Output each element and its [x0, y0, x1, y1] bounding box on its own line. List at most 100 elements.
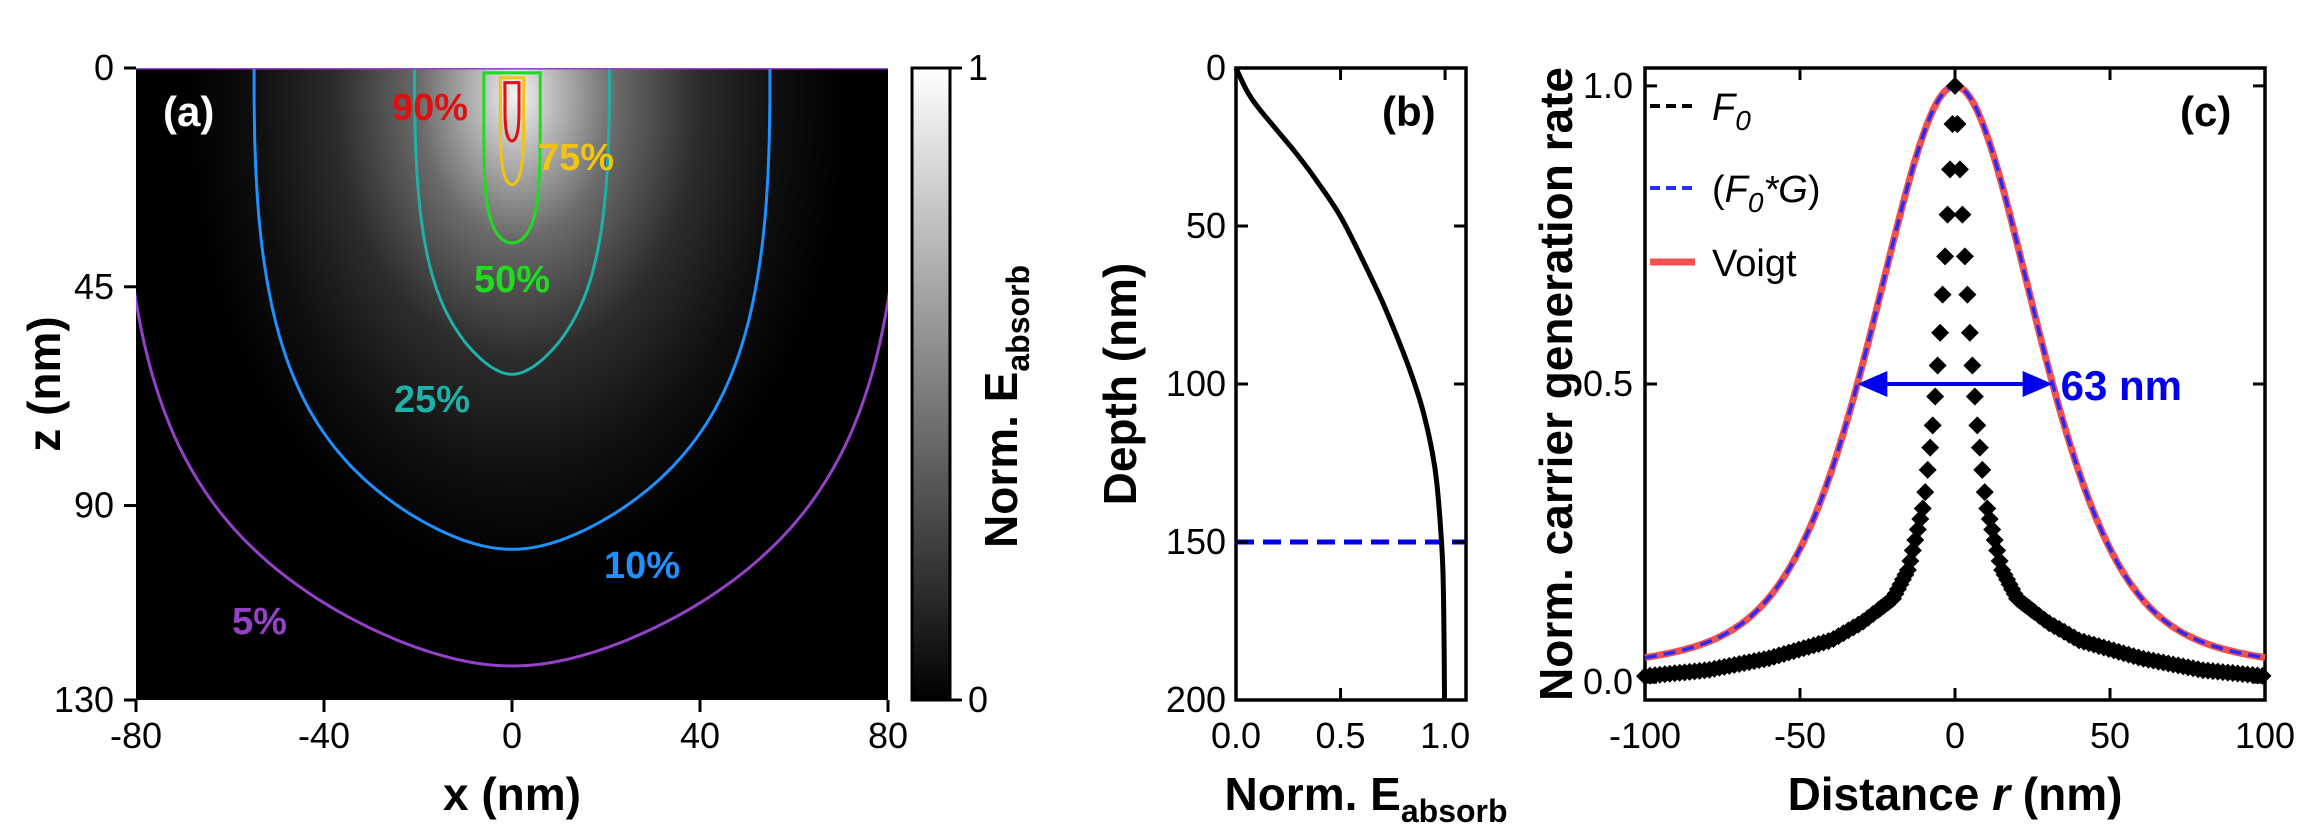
panel-b-ylabel: Depth (nm): [1094, 263, 1146, 506]
f0-diamond-marker: [1936, 247, 1955, 266]
svg-text:(F0*G): (F0*G): [1712, 169, 1820, 218]
panel-a-ytick-label: 90: [74, 485, 114, 526]
contour-label-90pct: 90%: [392, 87, 468, 129]
panel-b-xtick-label: 0.0: [1211, 715, 1261, 756]
svg-text:F0: F0: [1712, 87, 1751, 136]
panel-a-ticks: -80 -40 0 40 80 0 45 90 130: [54, 47, 908, 756]
f0-diamond-marker: [1938, 205, 1957, 224]
panel-c-label: (c): [2180, 88, 2231, 135]
f0-diamond-marker: [1913, 499, 1932, 518]
panel-c-xtick-label: 100: [2235, 715, 2295, 756]
panel-b-ytick-label: 200: [1166, 679, 1226, 720]
f0-diamond-marker: [1970, 438, 1989, 457]
legend-f0-main: F: [1712, 87, 1737, 129]
panel-a-xtick-label: 0: [502, 715, 522, 756]
panel-a-xtick-label: -40: [298, 715, 350, 756]
colorbar-min-label: 0: [968, 679, 988, 720]
f0-diamond-marker: [1918, 460, 1937, 479]
panel-b-xlabel: Norm. Eabsorb: [1224, 768, 1507, 829]
f0-diamond-marker: [1968, 416, 1987, 435]
contour-label-10pct: 10%: [604, 545, 680, 587]
f0-diamond-marker: [1926, 387, 1945, 406]
f0-diamond-marker: [1963, 356, 1982, 375]
f0-diamond-marker: [1941, 160, 1960, 179]
contour-label-25pct: 25%: [394, 379, 470, 421]
panel-c: 63 nm (c) -100 -50 0 50 100 0.0 0.5 1.0 Distanc…: [1530, 65, 2295, 820]
panel-c-xtick-label: 50: [2090, 715, 2130, 756]
colorbar-max-label: 1: [968, 47, 988, 88]
panel-a-xlabel: x (nm): [443, 768, 581, 820]
colorbar: [910, 66, 952, 702]
f0-diamond-marker: [1931, 323, 1950, 342]
panel-b-frame: [1234, 66, 1468, 702]
panel-c-ytick-label: 0.5: [1583, 363, 1633, 404]
f0-diamond-marker: [1965, 387, 1984, 406]
legend: F0 (F0*G) Voigt: [1650, 87, 1820, 285]
panel-a-label: (a): [163, 88, 214, 135]
panel-a-ytick-label: 130: [54, 679, 114, 720]
panel-c-ytick-label: 0.0: [1583, 661, 1633, 702]
panel-b-xtick-label: 1.0: [1420, 715, 1470, 756]
legend-conv-g: *G: [1763, 169, 1807, 211]
contour-lines: [136, 68, 888, 668]
legend-conv-sub: 0: [1748, 187, 1764, 218]
panel-c-ylabel: Norm. carrier generation rate: [1530, 67, 1582, 701]
f0-data-points: [1636, 76, 2272, 686]
fwhm-arrow: [1857, 371, 2053, 397]
f0-diamond-marker: [1975, 483, 1994, 502]
legend-entry-f0: F0: [1650, 87, 1751, 136]
contour-10pct: [252, 68, 772, 551]
legend-entry-convolution: (F0*G): [1650, 169, 1820, 218]
panel-a-ytick-label: 0: [94, 47, 114, 88]
panel-b-ytick-label: 100: [1166, 363, 1226, 404]
contour-labels: 90% 75% 50% 25% 10% 5%: [232, 87, 680, 643]
panel-c-xtick-label: -50: [1774, 715, 1826, 756]
f0-diamond-marker: [1960, 323, 1979, 342]
contour-90pct: [503, 81, 521, 143]
contour-label-5pct: 5%: [232, 601, 287, 643]
f0-diamond-marker: [1953, 205, 1972, 224]
legend-entry-voigt: Voigt: [1650, 243, 1797, 285]
fwhm-label: 63 nm: [2061, 362, 2182, 409]
f0-diamond-marker: [1923, 416, 1942, 435]
contour-label-50pct: 50%: [474, 259, 550, 301]
panel-b-label: (b): [1382, 88, 1436, 135]
panel-a: 90% 75% 50% 25% 10% 5% (a) -80 -40 0 40 80 0 45 90 13…: [18, 47, 1036, 820]
f0-diamond-marker: [1950, 160, 1969, 179]
panel-b-ticks: 0.0 0.5 1.0 0 50 100 150 200: [1166, 47, 1470, 756]
absorption-profile-line: [1233, 66, 1447, 701]
panel-a-xtick-label: 80: [868, 715, 908, 756]
f0-diamond-marker: [2253, 666, 2272, 685]
f0-diamond-marker: [1973, 460, 1992, 479]
panel-c-xtick-label: 0: [1945, 715, 1965, 756]
panel-c-xtick-label: -100: [1609, 715, 1681, 756]
panel-a-xtick-label: -80: [110, 715, 162, 756]
f0-diamond-marker: [1958, 285, 1977, 304]
f0-diamond-marker: [1948, 115, 1967, 134]
legend-f0-sub: 0: [1735, 105, 1751, 136]
panel-b-ytick-label: 150: [1166, 521, 1226, 562]
panel-b-xtick-label: 0.5: [1316, 715, 1366, 756]
panel-a-ylabel: z (nm): [18, 316, 70, 451]
panel-c-ticks: -100 -50 0 50 100 0.0 0.5 1.0: [1583, 65, 2295, 756]
contour-5pct: [136, 68, 888, 668]
panel-a-ytick-label: 45: [74, 266, 114, 307]
panel-c-ytick-label: 1.0: [1583, 65, 1633, 106]
contour-label-75pct: 75%: [538, 137, 614, 179]
heatmap-field: [136, 68, 888, 700]
legend-conv-close: ): [1808, 169, 1821, 211]
legend-voigt-text: Voigt: [1712, 243, 1797, 285]
f0-diamond-marker: [1933, 285, 1952, 304]
contour-25pct: [413, 68, 611, 376]
colorbar-label: Norm. Eabsorb: [975, 265, 1036, 548]
panel-b-ytick-label: 0: [1206, 47, 1226, 88]
contour-75pct: [498, 76, 526, 187]
f0-diamond-marker: [1916, 483, 1935, 502]
f0-diamond-marker: [1955, 247, 1974, 266]
contour-50pct: [482, 71, 542, 245]
f0-diamond-marker: [1928, 356, 1947, 375]
panel-c-xlabel: Distance r (nm): [1788, 768, 2123, 820]
legend-conv-open: (: [1712, 169, 1725, 211]
